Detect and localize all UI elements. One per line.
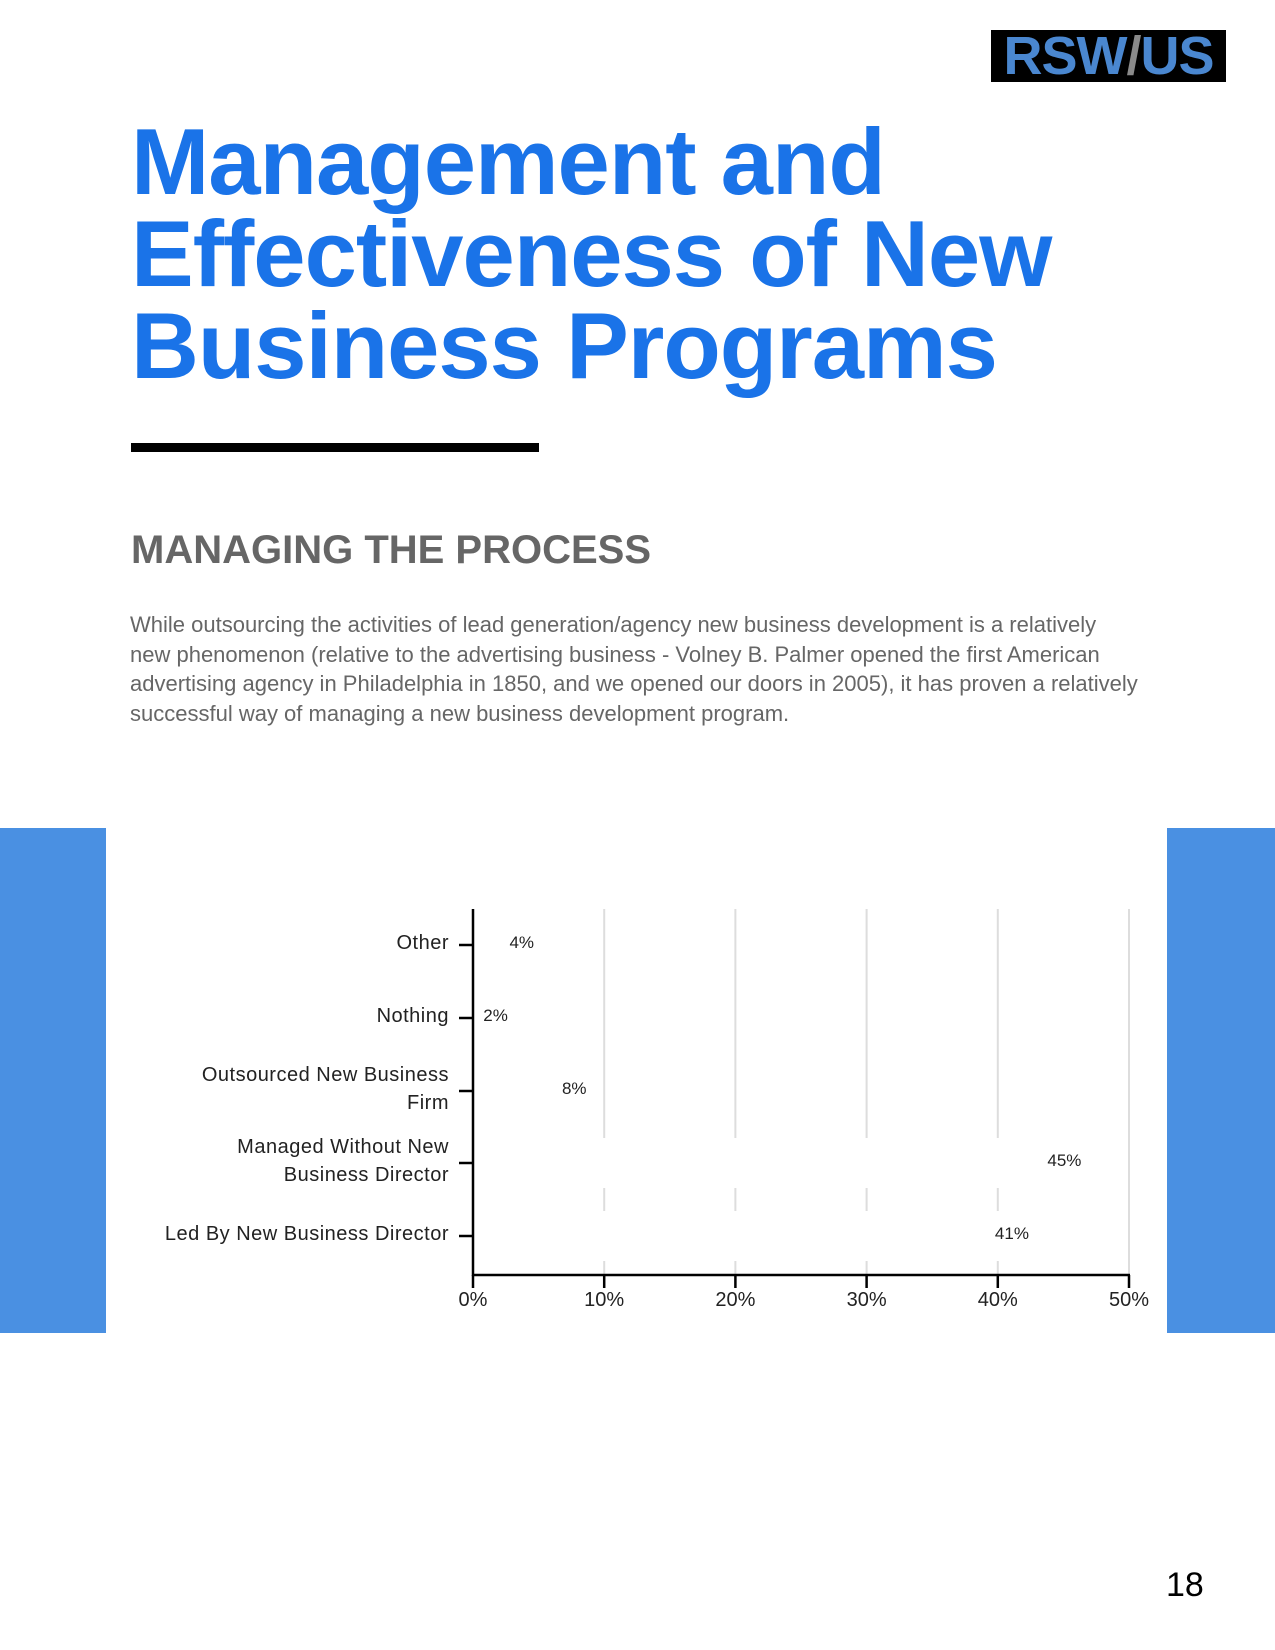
title-line-2: Effectiveness of New — [131, 201, 1052, 306]
bar — [474, 1211, 1012, 1261]
value-label: 45% — [1047, 1151, 1082, 1170]
bar — [474, 993, 501, 1043]
bar — [474, 920, 527, 970]
logo-text-right: US — [1140, 26, 1214, 86]
x-tick-label: 10% — [584, 1289, 625, 1311]
x-tick-label: 20% — [715, 1289, 756, 1311]
category-label: Managed Without New Business Director — [237, 1136, 449, 1186]
value-label: 2% — [483, 1006, 508, 1025]
title-line-3: Business Programs — [131, 293, 998, 398]
value-label: 8% — [561, 1079, 587, 1098]
chart-canvas — [459, 909, 1131, 1288]
value-label: 4% — [509, 933, 535, 952]
category-label: Nothing — [376, 1005, 449, 1027]
title-line-1: Management and — [131, 109, 886, 214]
left-blue-block — [0, 828, 106, 1333]
rsw-us-logo: RSW/US — [991, 26, 1226, 86]
category-label: Outsourced New Business Firm — [201, 1064, 449, 1114]
section-paragraph: While outsourcing the activities of lead… — [130, 612, 1138, 727]
category-label: Other — [396, 932, 449, 954]
section-heading: MANAGING THE PROCESS — [131, 528, 652, 572]
page-title: Management and Effectiveness of New Busi… — [131, 109, 1131, 398]
title-underline-divider — [131, 443, 539, 452]
right-blue-block — [1167, 828, 1275, 1333]
logo-slash: / — [1126, 26, 1141, 86]
bar — [474, 1138, 1065, 1188]
page-number: 18 — [1166, 1566, 1204, 1604]
logo-text-left: RSW — [1003, 26, 1127, 86]
bar-chart: 0% 10% 20% 30% 40% 50% Other Nothing Outsourced … — [130, 890, 1160, 1311]
bar — [474, 1066, 579, 1116]
x-tick-label: 40% — [977, 1289, 1018, 1311]
x-tick-label: 30% — [846, 1289, 887, 1311]
category-label: Led By New Business Director — [164, 1223, 449, 1245]
x-tick-label: 50% — [1108, 1289, 1150, 1311]
x-tick-label: 0% — [458, 1289, 488, 1311]
value-label: 41% — [994, 1224, 1029, 1243]
